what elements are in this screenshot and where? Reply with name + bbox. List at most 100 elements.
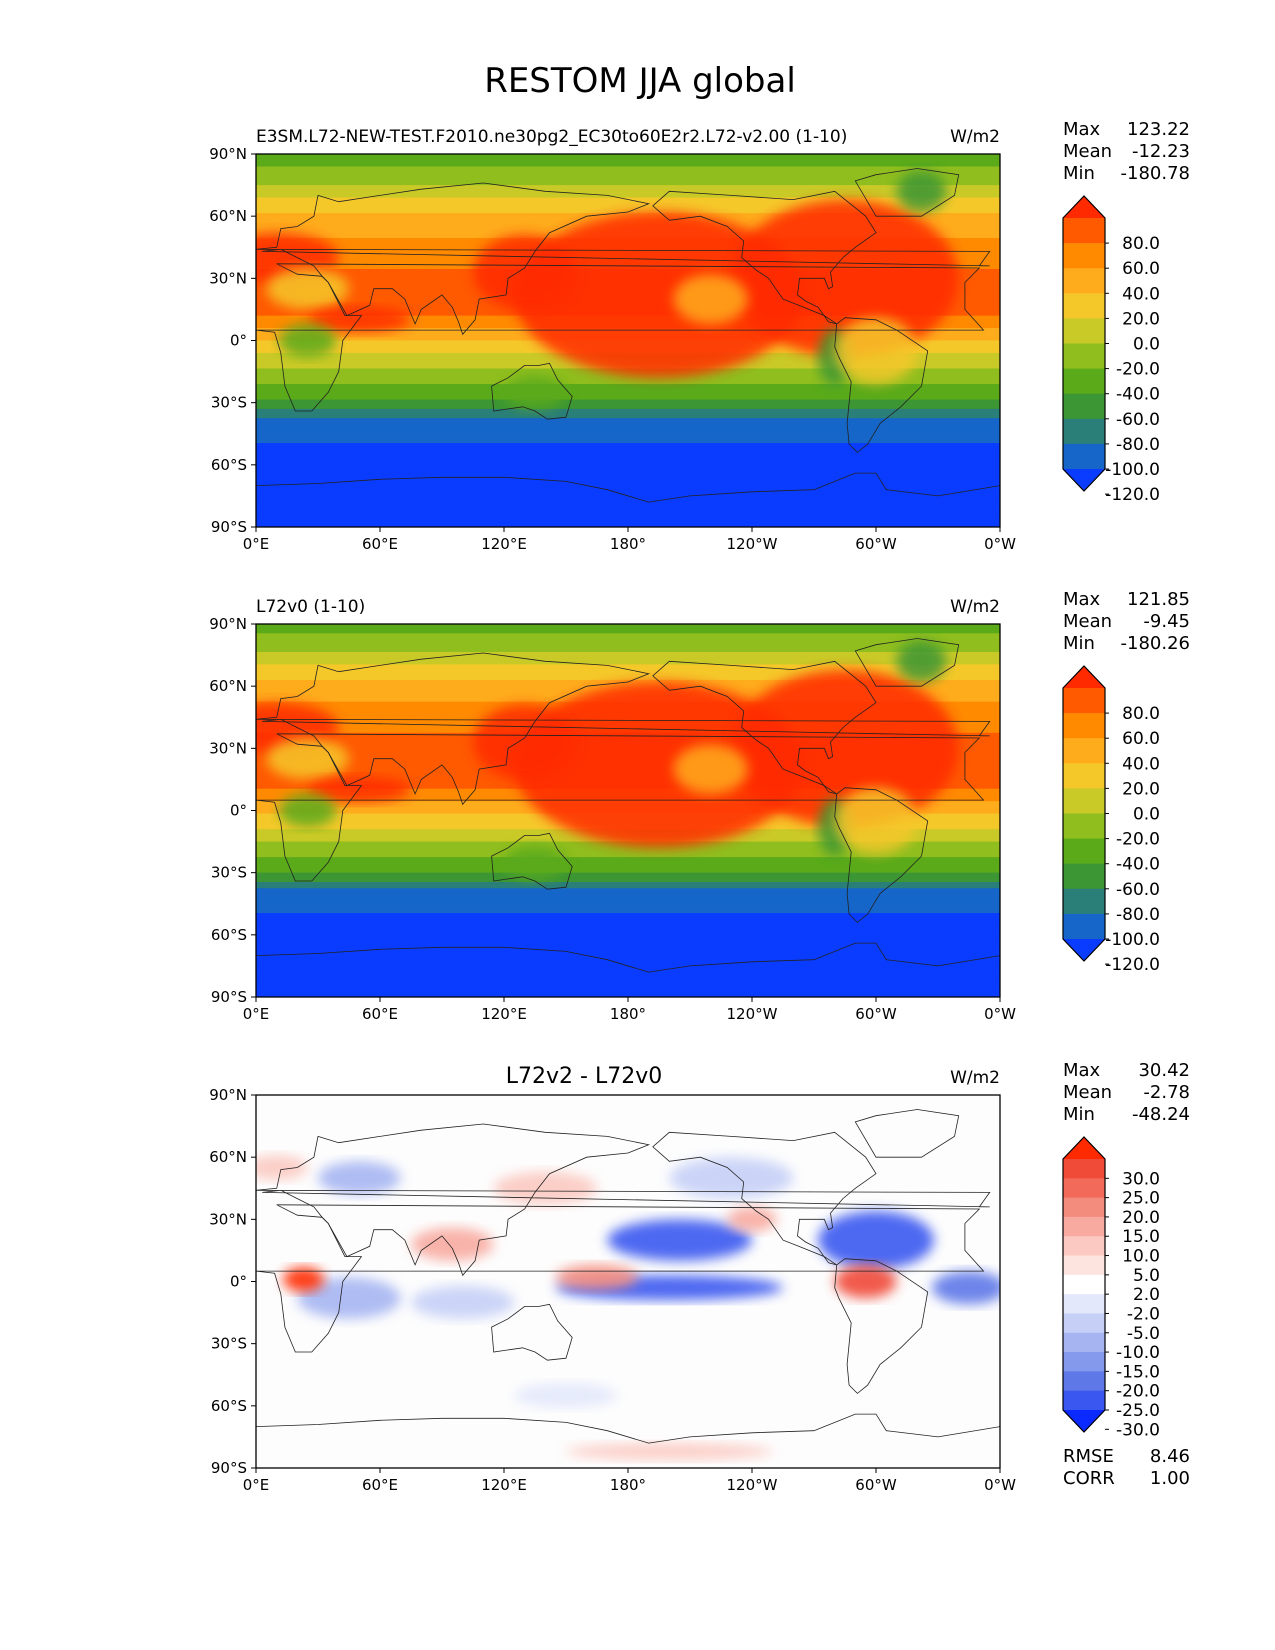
zonal-band [256,421,1000,426]
x-tick-label: 0°E [243,1005,270,1023]
y-tick-label: 90°S [211,988,247,1006]
colorbar-extend-min [1063,469,1105,491]
zonal-band [256,477,1000,481]
stat-value-mean: -9.45 [1143,611,1190,632]
x-tick-label: 180° [610,1476,646,1494]
field-anomaly [266,737,349,780]
field-anomaly [256,1155,308,1180]
zonal-band [256,850,1000,855]
colorbar-segment [1063,318,1105,344]
y-tick-label: 30°S [211,394,247,412]
zonal-band [256,984,1000,989]
coastline [854,1109,960,1158]
zonal-band [256,486,1000,491]
zonal-band [256,514,1000,519]
field-anomaly [411,1285,515,1319]
zonal-band [256,443,1000,447]
zonal-band [256,990,1000,995]
field-anomaly [834,317,918,385]
zonal-band [256,854,1000,858]
y-tick-label: 30°N [209,269,247,287]
field-anomaly [318,1161,401,1195]
zonal-band [256,449,1000,453]
field-anomaly [473,704,577,780]
zonal-band [256,480,1000,485]
x-tick-label: 60°E [362,1005,398,1023]
zonal-band [256,520,1000,525]
zonal-band [256,483,1000,488]
zonal-band [256,452,1000,457]
zonal-band [256,916,1000,920]
coastline [834,787,929,923]
y-tick-label: 60°N [209,677,247,695]
colorbar-label: 80.0 [1122,704,1160,724]
colorbar-label: 40.0 [1122,754,1160,774]
field-anomaly [282,1266,325,1292]
field-anomaly [278,323,337,358]
zonal-band [256,411,1000,416]
x-tick-label: 180° [610,1005,646,1023]
zonal-band [256,455,1000,460]
zonal-band [256,446,1000,450]
zonal-band [256,891,1000,896]
stat-value-max: 123.22 [1127,119,1190,140]
zonal-band [256,944,1000,948]
zonal-band [256,523,1000,527]
x-tick-label: 120°W [727,535,778,553]
map-field [256,154,1000,527]
colorbar-label: 60.0 [1122,259,1160,279]
zonal-band [256,906,1000,911]
zonal-band [256,418,1000,422]
rmse-label: RMSE [1063,1446,1114,1467]
panels: 0°E 60°E 120°E 180° 120°W 60°W 0°W 90°N 60°N 30°N… [209,119,1190,1494]
zonal-band [256,424,1000,429]
y-tick-label: 30°S [211,864,247,882]
x-tick-label: 60°E [362,1476,398,1494]
colorbar-label: -60.0 [1116,880,1160,900]
zonal-band [256,655,1000,659]
field-anomaly [514,212,804,378]
zonal-band [256,175,1000,180]
zonal-band [256,661,1000,666]
field-anomaly [731,199,959,358]
zonal-band [256,847,1000,852]
x-tick-label: 0°W [984,535,1016,553]
field-anomaly [266,267,349,310]
stat-label-min: Min [1063,1104,1095,1125]
colorbar-label: -30.0 [1116,1420,1160,1440]
colorbar-segment [1063,293,1105,319]
zonal-band [256,380,1000,385]
y-tick-label: 60°S [211,1397,247,1415]
coastline [854,168,960,217]
x-tick-label: 0°W [984,1476,1016,1494]
field-anomaly [834,1264,897,1299]
panel-units: W/m2 [950,597,1000,617]
zonal-band [256,878,1000,883]
zonal-band [256,875,1000,880]
zonal-band [256,670,1000,675]
zonal-band [256,467,1000,472]
y-tick-label: 90°N [209,1086,247,1104]
x-tick-label: 120°E [481,1005,527,1023]
colorbar-label: 15.0 [1122,1227,1160,1247]
colorbar-label: -100.0 [1105,930,1160,950]
zonal-band [256,427,1000,432]
zonal-band [256,636,1000,641]
colorbar-label: 20.0 [1122,779,1160,799]
colorbar-label: -20.0 [1116,360,1160,380]
zonal-band [256,160,1000,164]
colorbar-segment [1063,368,1105,395]
zonal-band [256,860,1000,864]
colorbar-segment [1063,713,1105,739]
field-anomaly [555,1264,639,1290]
zonal-band [256,630,1000,634]
stat-label-max: Max [1063,119,1101,140]
zonal-band [256,941,1000,945]
zonal-band [256,919,1000,923]
zonal-band [256,172,1000,177]
x-tick-label: 120°W [727,1005,778,1023]
zonal-band [256,492,1000,497]
zonal-band [256,648,1000,653]
zonal-band [256,881,1000,886]
zonal-band [256,664,1000,669]
